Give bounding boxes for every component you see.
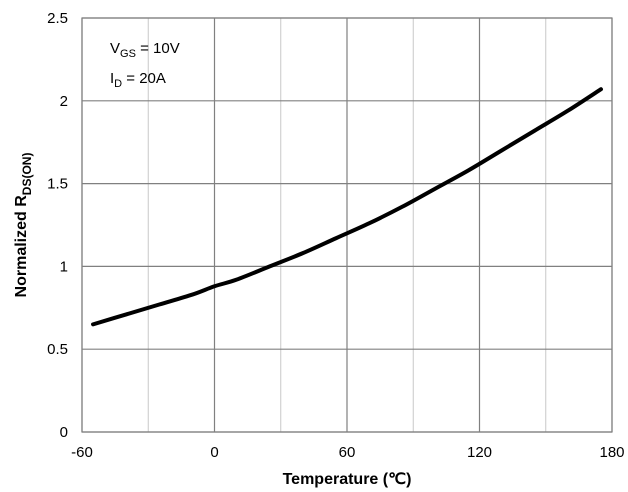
data-point [213, 285, 216, 288]
annotation-id-value: = 20A [122, 70, 166, 87]
x-axis-title: Temperature (℃) [283, 471, 412, 488]
annotation-vgs-main: V [110, 40, 120, 57]
y-tick-label: 2.5 [47, 10, 68, 27]
series-line-rdson [91, 87, 603, 327]
data-point [599, 88, 602, 91]
y-tick-label: 1.5 [47, 176, 68, 193]
data-point [334, 237, 337, 240]
data-point [92, 323, 95, 326]
data-point [533, 129, 536, 132]
annotation-vgs-value: = 10V [136, 40, 180, 57]
data-point [467, 169, 470, 172]
y-tick-label: 2 [60, 93, 68, 110]
data-point [158, 303, 161, 306]
data-point [125, 313, 128, 316]
x-tick-label: 180 [599, 444, 624, 461]
data-point [235, 278, 238, 281]
minor-grid [147, 18, 547, 432]
x-tick-label: 60 [339, 444, 356, 461]
annotation-vgs: VGS = 10V [110, 40, 180, 60]
y-tick-label: 1 [60, 258, 68, 275]
x-tick-label: 120 [467, 444, 492, 461]
data-point [566, 109, 569, 112]
data-point [268, 265, 271, 268]
annotation-id-subscript: D [114, 78, 122, 90]
y-tick-labels: 0 0.5 1 1.5 2 2.5 [47, 10, 68, 441]
plot-frame [81, 17, 613, 433]
x-tick-label: -60 [71, 444, 93, 461]
data-point [191, 293, 194, 296]
y-axis-title: Normalized RDS(ON) [13, 153, 34, 298]
y-tick-label: 0 [60, 424, 68, 441]
annotation-id: ID = 20A [110, 70, 166, 90]
data-point [301, 252, 304, 255]
data-point [401, 205, 404, 208]
y-axis-title-subscript: DS(ON) [20, 153, 34, 196]
y-tick-label: 0.5 [47, 341, 68, 358]
x-tick-label: 0 [210, 444, 218, 461]
y-axis-title-main: Normalized R [13, 195, 30, 298]
annotation-vgs-subscript: GS [120, 48, 136, 60]
data-point [500, 149, 503, 152]
data-point [434, 187, 437, 190]
annotation-id-main: I [110, 70, 114, 87]
data-point [368, 222, 371, 225]
x-tick-labels: -60 0 60 120 180 [71, 444, 624, 461]
